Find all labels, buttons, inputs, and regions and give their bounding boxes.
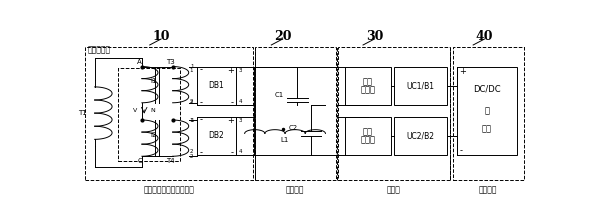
Text: 滤波电路: 滤波电路 [286,185,304,194]
Text: DB1: DB1 [208,82,224,90]
Text: 第一: 第一 [363,77,372,86]
Bar [394,67,447,105]
Text: L1: L1 [281,137,289,143]
Text: +: + [459,67,466,76]
Text: T1: T1 [78,110,86,116]
Bar [338,47,451,179]
Text: 20: 20 [274,30,291,43]
Text: i2: i2 [150,132,156,138]
Bar [345,116,391,155]
Text: 扼流变压器: 扼流变压器 [88,46,111,55]
Text: 充电器: 充电器 [360,136,375,145]
Text: 4: 4 [238,149,242,154]
Text: 1: 1 [190,67,193,73]
Text: -: - [200,65,202,75]
Text: -: - [231,98,234,107]
Text: UC2/B2: UC2/B2 [407,131,435,140]
Text: DB2: DB2 [208,131,224,140]
Text: N: N [150,108,155,113]
Text: -: - [459,146,462,155]
Text: C: C [137,157,142,164]
Text: +: + [227,65,234,75]
Text: T4: T4 [166,157,175,164]
Bar [118,68,179,162]
Text: 换器: 换器 [482,124,492,133]
Text: C2: C2 [288,125,297,131]
Bar [197,116,236,155]
Text: 3: 3 [238,67,242,73]
Bar [394,116,447,155]
Text: 2: 2 [190,99,193,104]
Bar [197,67,236,105]
Text: -: - [200,98,202,107]
Text: C1: C1 [275,92,284,98]
Text: A: A [137,59,142,65]
Text: 2: 2 [190,100,194,105]
Text: T3: T3 [166,59,175,65]
Text: 40: 40 [476,30,493,43]
Text: V: V [133,108,137,113]
Text: i1: i1 [150,78,157,84]
Text: -: - [200,148,202,157]
Text: 3: 3 [238,118,242,123]
Bar [457,67,517,155]
Text: 基于扼流变压器取电电源: 基于扼流变压器取电电源 [143,185,194,194]
Text: 1: 1 [190,118,193,123]
Text: 稳压输出: 稳压输出 [478,185,497,194]
Text: UC1/B1: UC1/B1 [407,82,435,90]
Text: -: - [231,148,234,157]
Text: 变: 变 [484,106,490,115]
Text: 2: 2 [190,149,193,154]
Text: 第二: 第二 [363,127,372,136]
Text: 1: 1 [190,64,194,69]
Text: +: + [227,116,234,125]
Bar [345,67,391,105]
Text: DC/DC: DC/DC [473,84,501,93]
Bar [452,47,524,179]
Text: 10: 10 [152,30,170,43]
Text: 30: 30 [366,30,383,43]
Bar [85,47,253,179]
Text: 4: 4 [238,99,242,104]
Text: 2: 2 [190,154,194,159]
Text: 充电器: 充电器 [387,185,401,194]
Bar [255,47,336,179]
Text: -: - [200,116,202,125]
Text: 1: 1 [190,118,194,123]
Text: 充电器: 充电器 [360,86,375,95]
